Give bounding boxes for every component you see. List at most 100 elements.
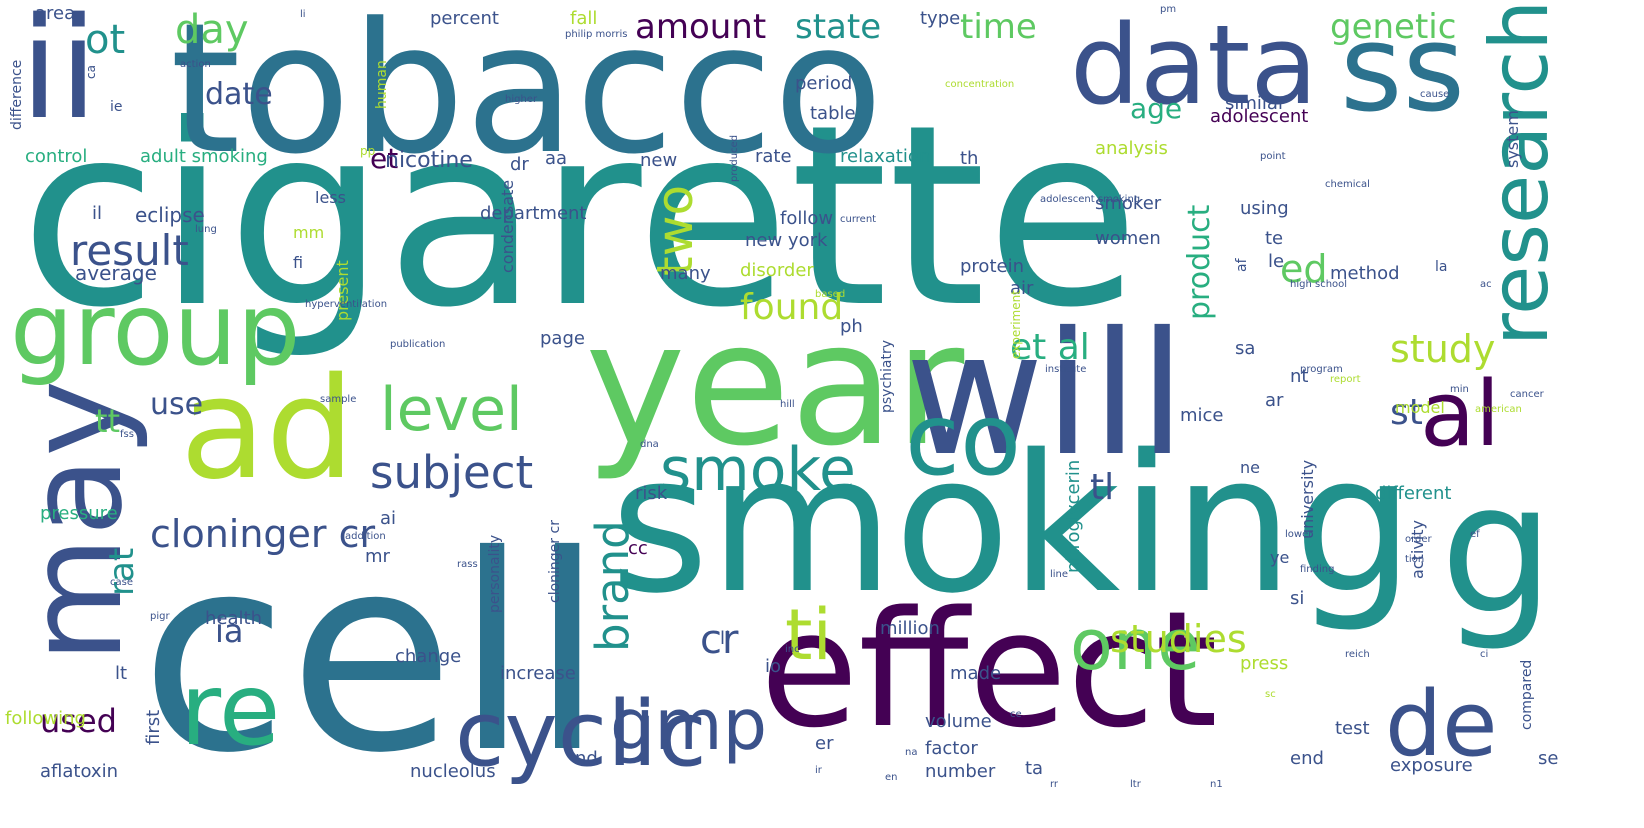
- word-new: new: [640, 150, 678, 171]
- word-ef: ef: [1470, 529, 1480, 540]
- word-et: et: [370, 142, 399, 175]
- word-th: th: [960, 148, 979, 169]
- word-page: page: [540, 328, 585, 349]
- word-order: order: [1405, 534, 1432, 545]
- word-rat: rat: [102, 547, 142, 596]
- word-million: million: [880, 618, 940, 639]
- word-day: day: [175, 7, 249, 53]
- word-health: health: [205, 608, 262, 629]
- word-cancer: cancer: [1510, 389, 1544, 400]
- word-ot: ot: [85, 17, 126, 63]
- word-re: re: [180, 651, 281, 768]
- word-activity: activity: [1408, 520, 1427, 579]
- word-hill: hill: [780, 399, 795, 410]
- word-ai: ai: [380, 508, 397, 529]
- word-nd: nd: [575, 748, 598, 769]
- word-ed: ed: [1280, 247, 1328, 291]
- word-chemical: chemical: [1325, 179, 1370, 190]
- word-change: change: [395, 646, 462, 667]
- word-press: press: [1240, 653, 1289, 674]
- word-pigr: pigr: [150, 611, 170, 622]
- word-adult-smoking: adult smoking: [140, 146, 268, 167]
- word-cyclic: cyclic: [455, 682, 707, 787]
- word-state: state: [795, 7, 882, 47]
- word-sa: sa: [1235, 338, 1256, 359]
- word-exposure: exposure: [1390, 755, 1473, 776]
- word-similar: similar: [1225, 93, 1286, 114]
- word-genetic: genetic: [1330, 7, 1457, 47]
- word-aflatoxin: aflatoxin: [40, 761, 118, 782]
- word-et-al: et al: [1010, 327, 1090, 368]
- word-one: one: [1070, 604, 1201, 686]
- word-ar: ar: [1265, 390, 1284, 411]
- word-publication: publication: [390, 339, 446, 350]
- word-women: women: [1095, 228, 1161, 249]
- word-risk: risk: [635, 483, 668, 504]
- word-cr: cr: [700, 617, 739, 663]
- word-al: al: [1420, 362, 1501, 467]
- word-department: department: [480, 203, 587, 224]
- word-le: le: [1268, 251, 1285, 272]
- word-cc: cc: [628, 538, 648, 559]
- word-st: st: [1390, 392, 1423, 433]
- word-follow: follow: [780, 208, 834, 229]
- word-data: data: [1070, 1, 1318, 129]
- word-philip-morris: philip morris: [565, 29, 628, 40]
- word-rr: rr: [1050, 779, 1059, 790]
- word-ie: ie: [110, 99, 123, 115]
- word-average: average: [75, 261, 157, 285]
- word-volume: volume: [925, 711, 992, 732]
- word-ac: ac: [1480, 279, 1492, 290]
- word-amount: amount: [635, 7, 767, 47]
- word-date: date: [205, 77, 273, 112]
- word-subject: subject: [370, 446, 534, 499]
- word-pm: pm: [1160, 4, 1177, 15]
- word-gmp: gmp: [610, 684, 768, 766]
- word-used: used: [40, 702, 117, 740]
- word-test: test: [1335, 718, 1370, 739]
- word-ia: ia: [215, 612, 244, 650]
- word-ti: ti: [785, 594, 832, 676]
- word-fss: fss: [120, 429, 134, 440]
- word-different: different: [1375, 483, 1452, 504]
- word-lung: lung: [195, 224, 217, 235]
- word-experiment: experiment: [1009, 290, 1023, 359]
- word-time: time: [960, 7, 1037, 47]
- word-group: group: [10, 271, 301, 388]
- word-finding: finding: [1300, 564, 1335, 575]
- word-air: air: [1010, 278, 1034, 299]
- word-pp: pp: [360, 144, 376, 158]
- word-disorder: disorder: [740, 260, 814, 281]
- word-ne: ne: [1240, 458, 1260, 477]
- word-product: product: [1182, 204, 1217, 320]
- word-adolescent-smoking: adolescent smoking: [1040, 194, 1141, 205]
- word-number: number: [925, 761, 996, 782]
- word-g: g: [1440, 445, 1555, 654]
- word-se: se: [1538, 748, 1559, 769]
- word-report: report: [1330, 374, 1361, 385]
- word-point: point: [1260, 151, 1286, 162]
- word-model: model: [1395, 398, 1445, 417]
- word-cloninger-cr: cloninger cr: [547, 520, 563, 603]
- word-nucleolus: nucleolus: [410, 761, 496, 782]
- word-present: present: [333, 260, 352, 321]
- word-adolescent: adolescent: [1210, 106, 1309, 127]
- word-te: te: [1265, 228, 1284, 249]
- word-produced: produced: [729, 134, 740, 182]
- word-li: li: [300, 9, 306, 20]
- word-following: following: [5, 708, 86, 729]
- word-ad: ad: [180, 348, 355, 511]
- word-first: first: [143, 709, 164, 745]
- word-human: human: [374, 60, 390, 109]
- word-dna: dna: [640, 439, 659, 450]
- word-age: age: [1130, 92, 1183, 125]
- word-tion: tion: [1405, 554, 1425, 565]
- word-compared: compared: [1519, 659, 1535, 730]
- word-less: less: [315, 188, 346, 207]
- word-ir: ir: [815, 765, 822, 776]
- word-made: made: [950, 663, 1002, 684]
- word-il: il: [92, 203, 103, 224]
- word-mice: mice: [1180, 405, 1224, 426]
- word-ye: ye: [1270, 548, 1290, 567]
